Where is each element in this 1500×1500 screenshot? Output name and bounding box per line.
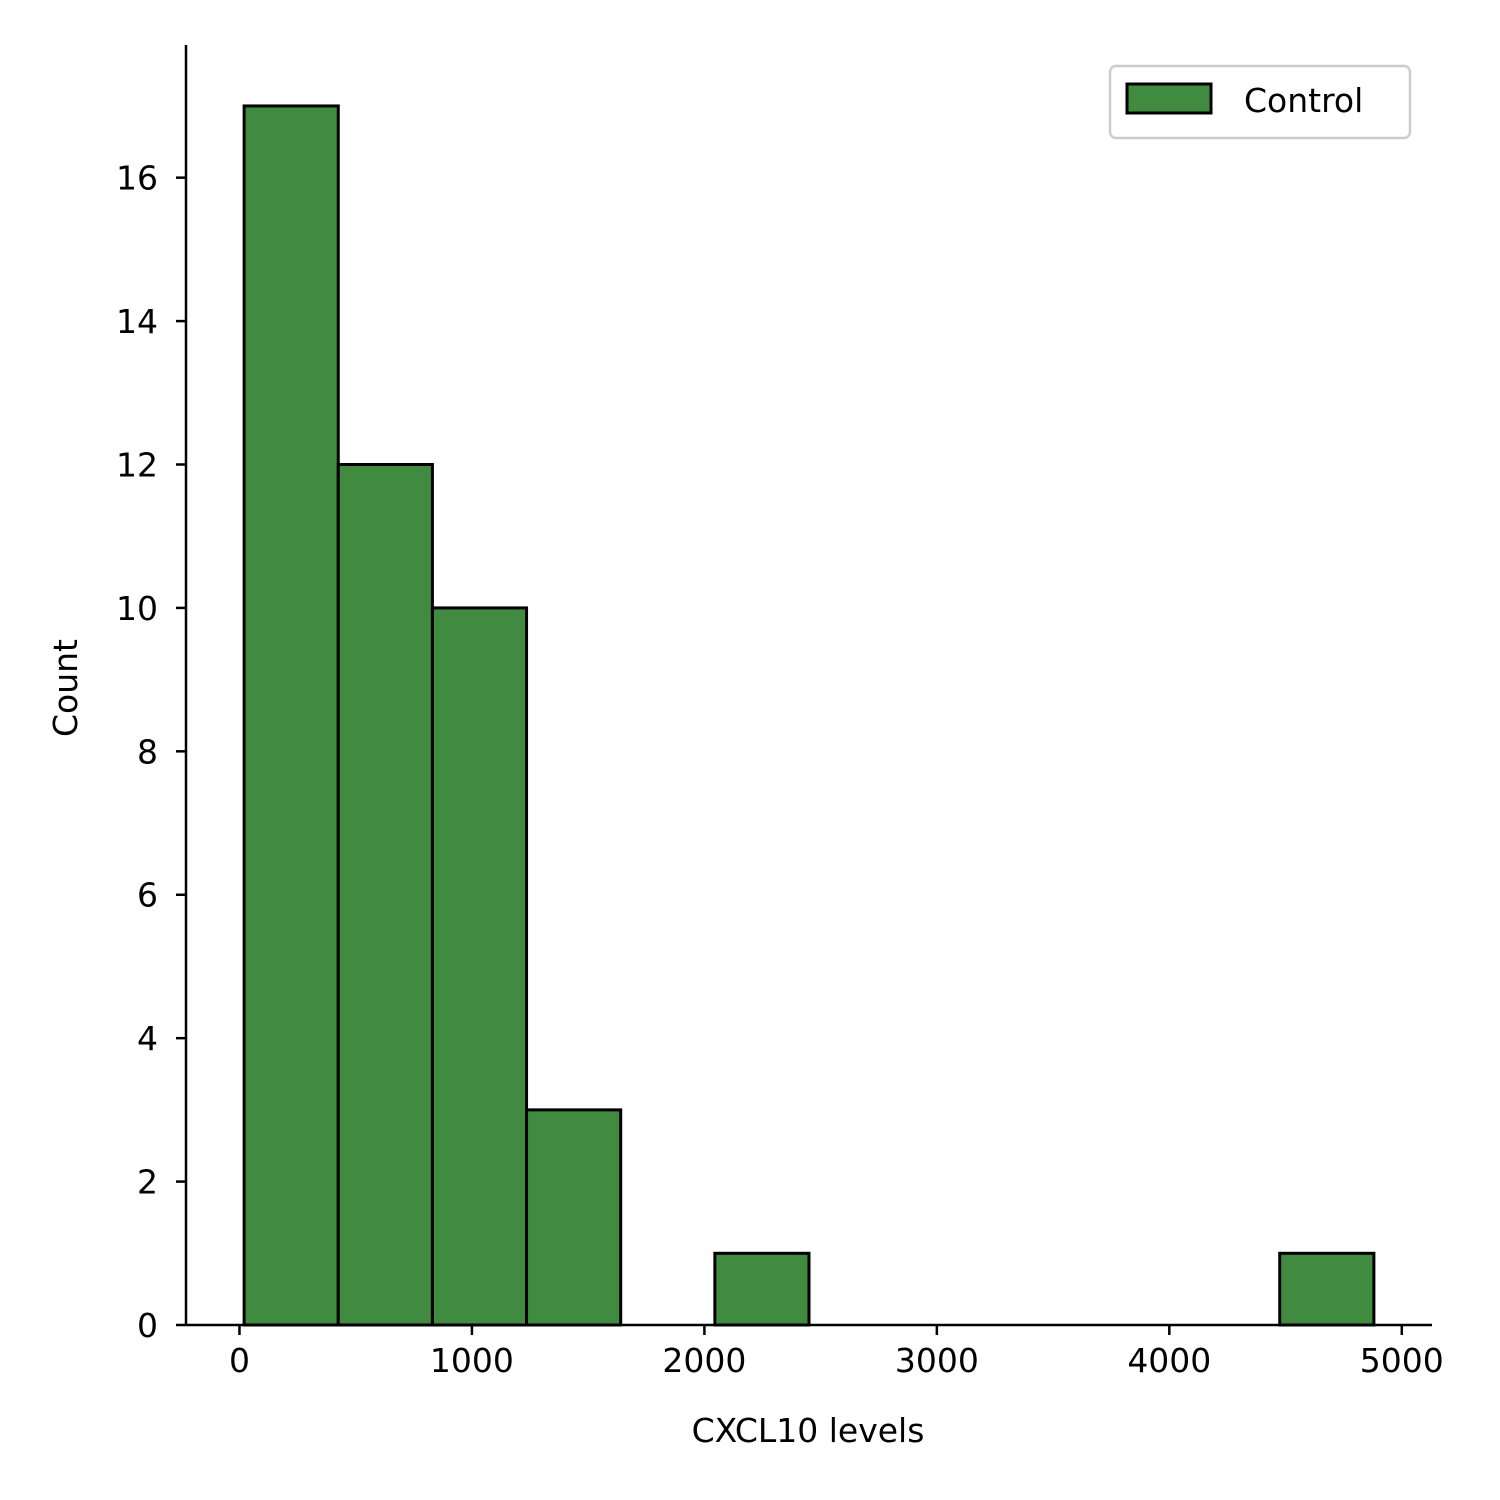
x-tick-label: 5000 [1360,1341,1444,1380]
y-axis: 0 2 4 6 8 10 12 14 16 [116,45,188,1345]
y-tick-label: 10 [116,589,158,628]
x-tick-label: 0 [229,1341,250,1380]
histogram-bar-0 [242,104,340,1327]
legend-swatch-control [1125,82,1213,115]
y-tick-label: 2 [137,1163,158,1202]
legend: Control [1108,64,1412,140]
x-tick-label: 3000 [895,1341,979,1380]
y-axis-title: Count [46,639,85,737]
x-axis-title: CXCL10 levels [692,1411,925,1450]
legend-label-control: Control [1244,81,1363,120]
histogram-bar-5 [713,1251,811,1327]
x-tick-label: 4000 [1127,1341,1211,1380]
histogram-bar-1 [336,462,434,1327]
y-tick-label: 14 [116,302,158,341]
x-axis: 0 1000 2000 3000 4000 5000 [186,1323,1444,1380]
histogram-bar-2 [430,606,529,1327]
y-tick-label: 6 [137,876,158,915]
y-tick-label: 4 [137,1019,158,1058]
y-tick-label: 16 [116,159,158,198]
y-tick-label: 12 [116,445,158,484]
histogram-bar-11 [1278,1251,1376,1327]
x-tick-label: 2000 [662,1341,746,1380]
x-tick-label: 1000 [430,1341,514,1380]
y-tick-label: 0 [137,1306,158,1345]
histogram-bar-3 [525,1108,623,1327]
y-tick-label: 8 [137,732,158,771]
histogram-bars [242,104,1376,1327]
